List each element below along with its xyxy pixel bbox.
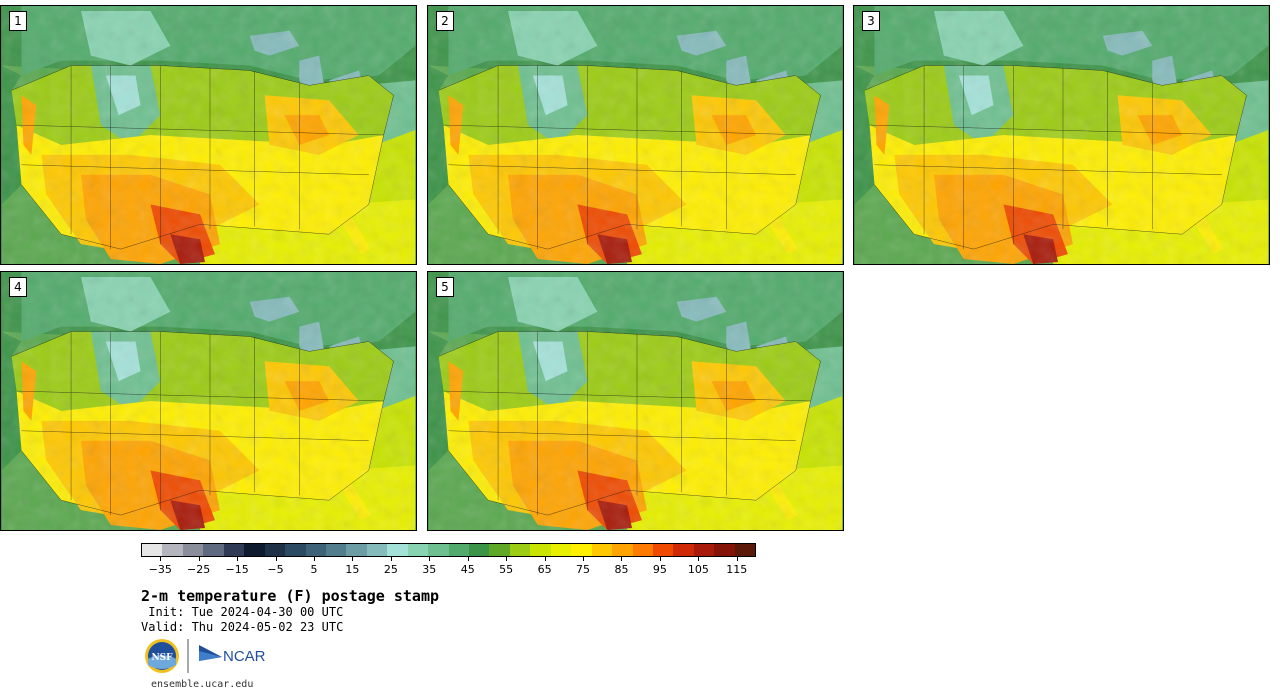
plot-title: 2-m temperature (F) postage stamp <box>141 587 440 605</box>
colorbar-tick <box>583 557 585 561</box>
colorbar-tick-label: 15 <box>345 563 360 576</box>
sponsor-logos: NSF NCAR <box>145 639 266 673</box>
colorbar <box>141 543 756 557</box>
temperature-map <box>428 6 843 264</box>
colorbar-segment <box>428 544 449 556</box>
colorbar-segment <box>509 544 531 556</box>
colorbar-segment <box>530 544 551 556</box>
colorbar-tick-label: 45 <box>460 563 475 576</box>
colorbar-tick <box>659 557 661 561</box>
colorbar-tick-label: −5 <box>267 563 284 576</box>
stamp-label: 2 <box>436 11 454 31</box>
colorbar-segment <box>244 544 265 556</box>
colorbar-tick <box>237 557 239 561</box>
colorbar-segment <box>346 544 367 556</box>
init-time: Init: Tue 2024-04-30 00 UTC <box>141 605 344 619</box>
website-url: ensemble.ucar.edu <box>151 679 254 690</box>
colorbar-segment <box>693 544 715 556</box>
colorbar-tick <box>736 557 738 561</box>
colorbar-tick <box>390 557 392 561</box>
stamp-label: 5 <box>436 277 454 297</box>
colorbar-tick-label: 65 <box>537 563 552 576</box>
colorbar-tick-label: −35 <box>148 563 172 576</box>
colorbar-segment <box>285 544 306 556</box>
svg-text:NCAR: NCAR <box>223 648 266 665</box>
colorbar-tick <box>198 557 200 561</box>
colorbar-tick <box>160 557 162 561</box>
temperature-map <box>1 272 416 530</box>
colorbar-tick <box>275 557 277 561</box>
colorbar-tick-label: 105 <box>687 563 709 576</box>
colorbar-segment <box>714 544 735 556</box>
colorbar-tick <box>467 557 469 561</box>
ncar-logo-icon: NCAR <box>199 645 266 665</box>
colorbar-tick <box>698 557 700 561</box>
stamp-panel-4: 4 <box>0 271 417 531</box>
colorbar-tick-label: −15 <box>225 563 249 576</box>
colorbar-segment <box>387 544 408 556</box>
colorbar-segment <box>407 544 429 556</box>
colorbar-tick-label: −25 <box>187 563 211 576</box>
colorbar-segment <box>652 544 674 556</box>
colorbar-tick <box>429 557 431 561</box>
stamp-label: 4 <box>9 277 27 297</box>
colorbar-ticks: −35 −25 −15 −5 5 15 25 35 45 55 65 75 85 95 105 115 <box>141 557 756 577</box>
temperature-map <box>1 6 416 264</box>
colorbar-segment <box>366 544 388 556</box>
colorbar-segment <box>162 544 183 556</box>
colorbar-segment <box>264 544 286 556</box>
colorbar-segment <box>325 544 347 556</box>
colorbar-tick <box>313 557 315 561</box>
colorbar-segment <box>182 544 204 556</box>
colorbar-segment <box>612 544 633 556</box>
colorbar-segment <box>203 544 224 556</box>
colorbar-segment <box>489 544 510 556</box>
colorbar-segment <box>734 544 756 556</box>
colorbar-segment <box>571 544 592 556</box>
colorbar-segment <box>591 544 613 556</box>
colorbar-segment <box>448 544 469 556</box>
stamp-panel-1: 1 <box>0 5 417 265</box>
colorbar-tick <box>544 557 546 561</box>
colorbar-tick <box>352 557 354 561</box>
colorbar-segment <box>223 544 245 556</box>
temperature-map <box>854 6 1269 264</box>
colorbar-tick <box>621 557 623 561</box>
stamp-panel-3: 3 <box>853 5 1270 265</box>
colorbar-tick-label: 85 <box>614 563 629 576</box>
colorbar-tick <box>506 557 508 561</box>
colorbar-segment <box>550 544 572 556</box>
colorbar-segment <box>673 544 694 556</box>
nsf-logo-icon: NSF <box>145 639 179 673</box>
stamp-panel-2: 2 <box>427 5 844 265</box>
colorbar-segment <box>469 544 490 556</box>
svg-text:NSF: NSF <box>151 653 173 663</box>
valid-time: Valid: Thu 2024-05-02 23 UTC <box>141 620 344 634</box>
stamp-label: 3 <box>862 11 880 31</box>
colorbar-segment <box>142 544 163 556</box>
stamp-label: 1 <box>9 11 27 31</box>
colorbar-segment <box>632 544 653 556</box>
colorbar-tick-label: 95 <box>652 563 667 576</box>
colorbar-tick-label: 35 <box>422 563 437 576</box>
colorbar-tick-label: 115 <box>726 563 748 576</box>
colorbar-tick-label: 55 <box>499 563 514 576</box>
colorbar-tick-label: 25 <box>383 563 398 576</box>
colorbar-tick-label: 75 <box>576 563 591 576</box>
stamp-panel-5: 5 <box>427 271 844 531</box>
colorbar-tick-label: 5 <box>310 563 318 576</box>
temperature-map <box>428 272 843 530</box>
colorbar-segment <box>305 544 326 556</box>
